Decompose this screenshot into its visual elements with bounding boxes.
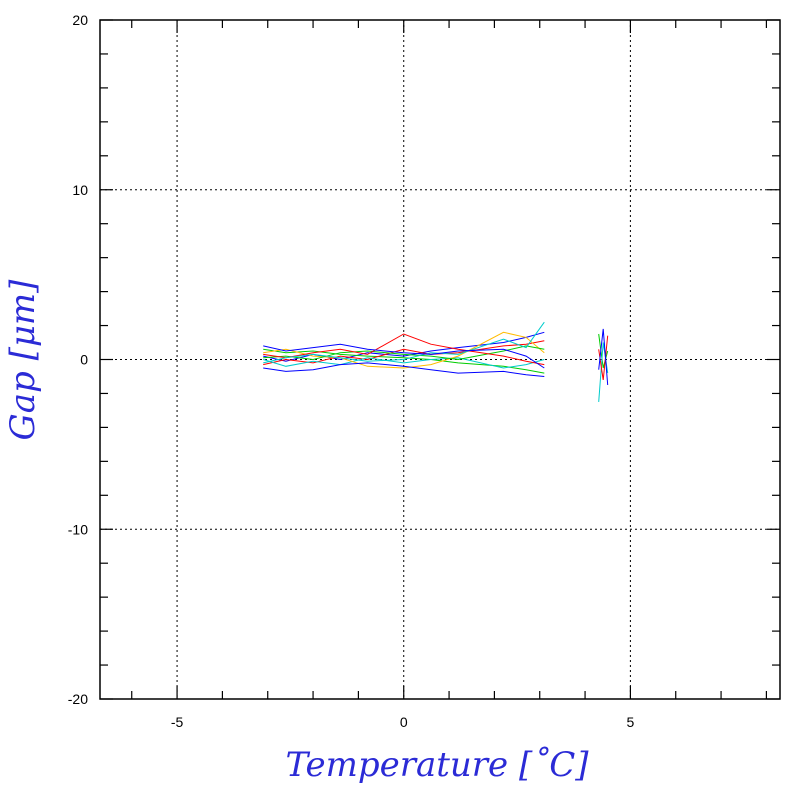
y-axis-title: Gap [μm] (3, 279, 43, 441)
data-series (263, 321, 609, 402)
series-line (263, 343, 545, 369)
series-line (263, 362, 545, 377)
series-line (598, 333, 609, 369)
series-line (263, 333, 545, 366)
series-line (263, 348, 545, 374)
y-tick-label: -10 (68, 521, 88, 537)
series-line (598, 328, 609, 386)
x-tick-labels: -5 0 5 (171, 714, 635, 730)
series-line (263, 331, 545, 362)
y-tick-label: -20 (68, 691, 88, 707)
series-line (263, 321, 545, 364)
series-line (263, 340, 545, 366)
x-axis-title: Temperature [˚C] (285, 745, 589, 785)
grid-lines (100, 20, 780, 699)
series-line (263, 331, 545, 369)
series-line (263, 357, 545, 369)
x-tick-label: -5 (171, 714, 184, 730)
y-tick-label: 20 (72, 12, 88, 28)
y-tick-label: 10 (72, 182, 88, 198)
series-line (263, 345, 545, 361)
axis-ticks (100, 19, 780, 700)
x-tick-label: 0 (400, 714, 408, 730)
y-tick-label: 0 (80, 352, 88, 368)
x-tick-label: 5 (627, 714, 635, 730)
y-tick-labels: -20 -10 0 10 20 (68, 12, 88, 707)
